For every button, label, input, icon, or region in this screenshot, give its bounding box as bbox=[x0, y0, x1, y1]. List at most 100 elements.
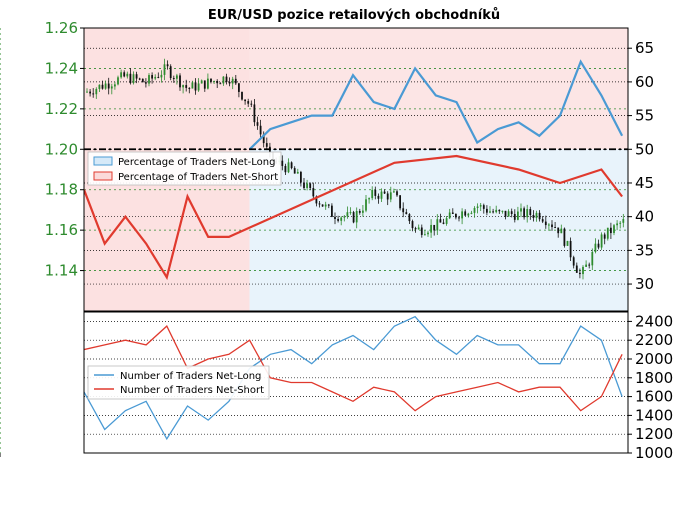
candle-body bbox=[575, 265, 578, 273]
candle-body bbox=[296, 171, 299, 174]
candle-body bbox=[482, 205, 485, 209]
candle-body bbox=[408, 214, 411, 222]
tick-label-count-1600: 1600 bbox=[635, 388, 673, 406]
right-percentage-axis: 65 60 55 50 45 40 35 30 bbox=[628, 39, 654, 293]
candle-body bbox=[489, 211, 491, 213]
tick-label-count-1400: 1400 bbox=[635, 406, 673, 424]
candle-body bbox=[495, 209, 498, 213]
candle-body bbox=[225, 76, 228, 82]
candle-body bbox=[154, 76, 157, 79]
tick-label-count-2400: 2400 bbox=[635, 312, 673, 330]
candle-body bbox=[399, 195, 401, 209]
candle-body bbox=[247, 101, 250, 104]
candle-body bbox=[560, 228, 563, 234]
candle-body bbox=[362, 210, 364, 213]
candle-body bbox=[318, 203, 321, 205]
candle-body bbox=[262, 134, 265, 144]
candle-body bbox=[610, 227, 612, 234]
candle-body bbox=[129, 73, 132, 84]
candle-body bbox=[548, 224, 550, 226]
candle-body bbox=[253, 104, 256, 123]
candle-body bbox=[117, 77, 119, 85]
candle-body bbox=[501, 210, 504, 212]
tick-label-pct-45: 45 bbox=[635, 174, 654, 192]
candle-body bbox=[355, 211, 358, 223]
candle-body bbox=[433, 224, 436, 231]
candle-body bbox=[458, 217, 460, 219]
candle-body bbox=[151, 75, 153, 79]
candle-body bbox=[470, 212, 473, 214]
candle-body bbox=[138, 78, 141, 80]
candle-body bbox=[179, 75, 181, 88]
candle-body bbox=[110, 86, 113, 89]
tick-label-pct-30: 30 bbox=[635, 275, 654, 293]
percentage-legend: Percentage of Traders Net-Long Percentag… bbox=[87, 151, 282, 186]
candle-body bbox=[309, 183, 312, 189]
tick-label-price-1.16: 1.16 bbox=[45, 221, 78, 239]
candle-body bbox=[160, 74, 163, 78]
candle-body bbox=[300, 171, 302, 183]
candle-body bbox=[427, 232, 429, 235]
candle-body bbox=[585, 264, 587, 267]
candle-body bbox=[504, 210, 507, 217]
candle-body bbox=[622, 219, 625, 223]
candle-body bbox=[476, 206, 479, 209]
tick-label-count-1200: 1200 bbox=[635, 425, 673, 443]
tick-label-price-1.26: 1.26 bbox=[45, 19, 78, 37]
candle-body bbox=[148, 75, 150, 84]
candle-body bbox=[287, 162, 290, 173]
candle-body bbox=[337, 219, 339, 221]
candle-body bbox=[290, 162, 293, 169]
candle-body bbox=[377, 195, 380, 199]
candle-body bbox=[566, 240, 569, 246]
legend-swatch-net-long bbox=[93, 156, 113, 166]
candle-body bbox=[145, 82, 147, 84]
candle-body bbox=[321, 204, 324, 207]
candle-body bbox=[265, 143, 268, 147]
series-line-count-net-short bbox=[84, 325, 623, 412]
candle-body bbox=[479, 205, 482, 207]
candle-body bbox=[343, 216, 346, 218]
tick-label-price-1.20: 1.20 bbox=[45, 140, 78, 158]
candle-body bbox=[442, 222, 445, 224]
top-panel-frame bbox=[83, 27, 629, 312]
tick-label-pct-60: 60 bbox=[635, 73, 654, 91]
tick-label-pct-40: 40 bbox=[635, 208, 654, 226]
legend-label-count-net-long: Number of Traders Net-Long bbox=[120, 371, 261, 382]
candle-body bbox=[315, 196, 318, 204]
candle-body bbox=[176, 75, 178, 79]
candle-body bbox=[411, 221, 414, 229]
candle-body bbox=[582, 266, 584, 275]
candle-body bbox=[188, 87, 191, 89]
candle-body bbox=[486, 208, 488, 213]
candle-body bbox=[380, 191, 383, 199]
candle-body bbox=[451, 212, 454, 214]
candle-body bbox=[554, 227, 556, 229]
candle-body bbox=[445, 218, 448, 224]
candle-body bbox=[402, 208, 405, 213]
candle-body bbox=[371, 189, 374, 199]
candle-body bbox=[365, 199, 367, 211]
candle-body bbox=[597, 243, 600, 248]
candle-body bbox=[157, 76, 160, 78]
chart-title: EUR/USD pozice retailových obchodníků bbox=[208, 8, 500, 23]
tick-label-count-1800: 1800 bbox=[635, 369, 673, 387]
legend-label-net-long: Percentage of Traders Net-Long bbox=[118, 157, 276, 168]
candle-body bbox=[216, 80, 219, 84]
candle-body bbox=[393, 191, 395, 193]
candle-body bbox=[588, 264, 591, 266]
candle-body bbox=[538, 212, 541, 220]
candle-body bbox=[306, 183, 308, 189]
candle-body bbox=[507, 211, 510, 217]
candle-body bbox=[238, 83, 240, 92]
candle-body bbox=[557, 227, 560, 234]
candle-body bbox=[231, 78, 234, 84]
candle-body bbox=[535, 212, 538, 218]
candle-body bbox=[349, 212, 352, 214]
candle-body bbox=[569, 240, 572, 258]
candle-body bbox=[86, 91, 88, 93]
candle-body bbox=[334, 216, 336, 220]
candle-body bbox=[284, 165, 287, 173]
candle-body bbox=[498, 209, 501, 212]
candle-body bbox=[340, 217, 343, 221]
